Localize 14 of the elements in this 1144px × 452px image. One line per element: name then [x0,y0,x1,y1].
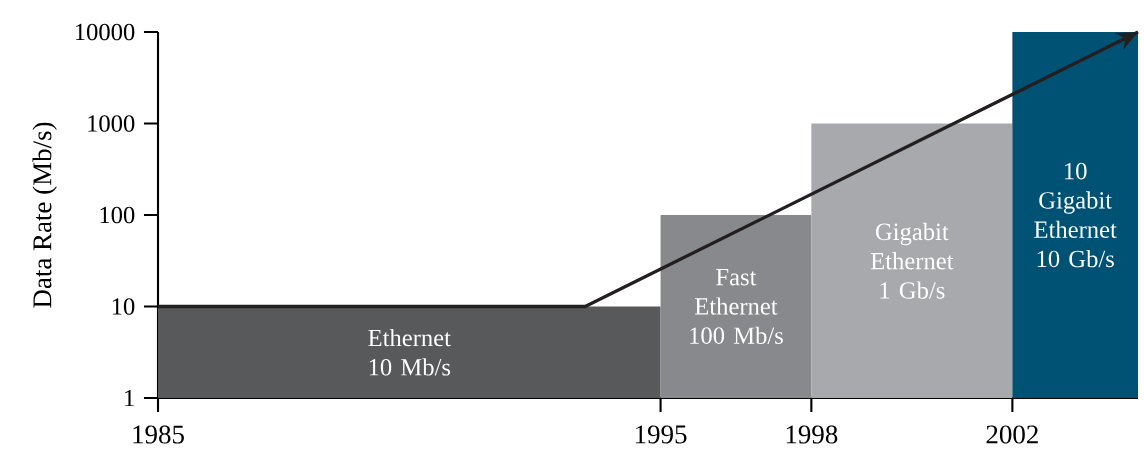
y-tick-label: 10000 [75,23,135,41]
annotation: 10 Gigabit Ethernet 10 Gb/s [1034,162,1117,268]
annotation: Ethernet 10 Mb/s [368,328,451,376]
x-tick-label: 1985 [133,425,184,444]
annotation: Fast Ethernet 100 Mb/s [690,269,783,344]
x-tick-label: 1998 [786,425,838,444]
annotation: Gigabit Ethernet 1 Gb/s [870,222,954,299]
y-tick-label: 100 [100,206,135,224]
y-tick-label: 1 [125,389,134,407]
y-tick-label: 10 [112,298,135,315]
x-tick-label: 1995 [635,425,687,444]
y-axis-title: Data Rate (Mb/s) [32,122,57,308]
y-tick-label: 1000 [88,115,135,132]
x-tick-label: 2002 [986,425,1038,444]
